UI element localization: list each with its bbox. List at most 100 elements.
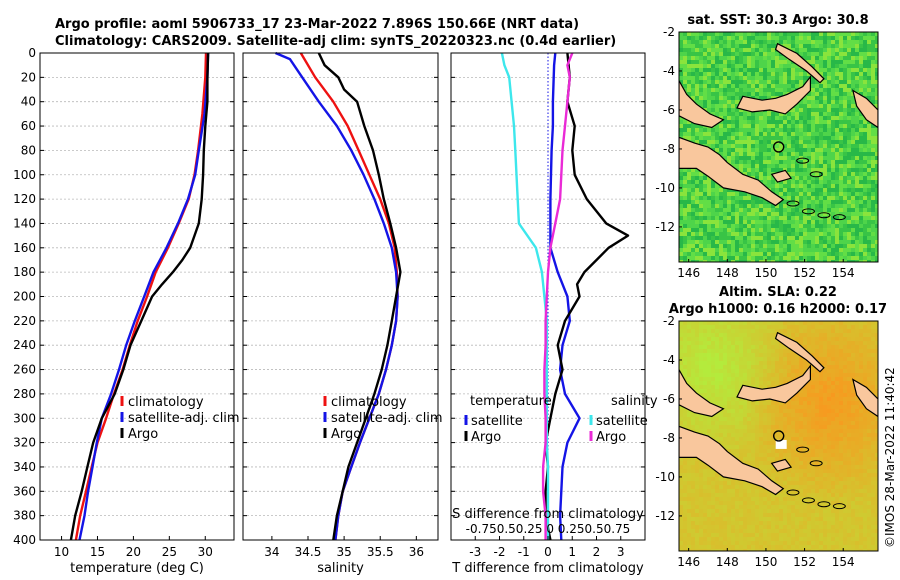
x-tick-label: 35 xyxy=(336,545,351,559)
x-tick-label: -2 xyxy=(494,545,506,559)
legend-label: climatology xyxy=(331,395,407,410)
x2-axis-label: S difference from climatology xyxy=(452,507,644,522)
x-tick-label: 2 xyxy=(593,545,601,559)
y-tick-label: 380 xyxy=(13,509,36,523)
legend-label: satellite-adj. clim xyxy=(128,411,240,426)
map-panels: 146 148 150 152 154 -2 -4 -6 -8 -10 -12 sat. SST: 3… xyxy=(655,13,887,569)
x-tick-label: 152 xyxy=(793,555,816,569)
y-tick-label: -12 xyxy=(655,220,675,234)
x-tick-label: 25 xyxy=(162,545,177,559)
island-outline xyxy=(796,157,810,164)
x-tick-label: 10 xyxy=(54,545,69,559)
series-line-satellite-adj-clim xyxy=(275,51,399,541)
profile-panel-salinity: 34 34.5 35 35.5 36 salinity climatologysatelli… xyxy=(242,51,443,576)
title-line-1: Argo profile: aoml 5906733_17 23-Mar-202… xyxy=(55,17,579,32)
x-tick-label: 20 xyxy=(126,545,141,559)
land-mass xyxy=(774,331,825,373)
profile-location-marker xyxy=(772,141,785,153)
y-tick-label: 100 xyxy=(13,168,36,182)
map-panel-sst: 146 148 150 152 154 -2 -4 -6 -8 -10 -12 sat. SST: 3… xyxy=(655,13,879,280)
x-tick-label: 150 xyxy=(754,266,777,280)
land-mass xyxy=(736,75,812,115)
legend-label: satellite xyxy=(471,414,523,429)
y-tick-label: 140 xyxy=(13,216,36,230)
y-tick-label: -6 xyxy=(663,103,675,117)
profile-panel-difference-from-climatology: -3 -2 -1 0 1 2 3 T difference from climatology t… xyxy=(450,52,658,576)
land-mass xyxy=(679,425,785,496)
map-field xyxy=(679,321,878,551)
y-tick-label: -2 xyxy=(663,25,675,39)
x-tick-label: 154 xyxy=(832,555,855,569)
legend-label: Argo xyxy=(596,430,626,445)
y-tick-label: 120 xyxy=(13,192,36,206)
map-panel-sla: 146 148 150 152 154 -2 -4 -6 -8 -10 -12 Altim. SLA:… xyxy=(655,285,887,569)
sla-map-title: Altim. SLA: 0.22 xyxy=(719,285,837,300)
legend-label: Argo xyxy=(471,430,501,445)
y-tick-label: 280 xyxy=(13,387,36,401)
y-tick-label: 320 xyxy=(13,436,36,450)
series-line-s-satellite xyxy=(500,52,550,540)
island-outline xyxy=(786,200,800,207)
x-axis-label: temperature (deg C) xyxy=(70,561,204,576)
land-mass xyxy=(679,136,785,207)
x-tick-label: 15 xyxy=(90,545,105,559)
island-outline xyxy=(832,503,846,510)
x-tick-label: 146 xyxy=(677,555,700,569)
legend-label: climatology xyxy=(128,395,204,410)
x-tick-label: 148 xyxy=(716,266,739,280)
x2-tick-labels: -0.750.50.25 0 0.250.50.75 xyxy=(466,522,631,536)
island-outline xyxy=(817,501,831,508)
island-outline xyxy=(809,460,823,467)
land-mass xyxy=(770,169,793,183)
x-tick-label: 150 xyxy=(754,555,777,569)
y-tick-label: 40 xyxy=(21,95,36,109)
y-tick-label: 340 xyxy=(13,460,36,474)
land-mass xyxy=(736,364,812,404)
series-line-argo xyxy=(317,52,402,541)
island-outline xyxy=(809,171,823,178)
island-outline xyxy=(796,446,810,453)
sst-map-title: sat. SST: 30.3 Argo: 30.8 xyxy=(687,13,868,28)
x-tick-label: 0 xyxy=(544,545,552,559)
island-outline xyxy=(786,489,800,496)
y-tick-label: 60 xyxy=(21,119,36,133)
legend-label: Argo xyxy=(331,427,361,442)
land-mass xyxy=(851,89,878,129)
y-tick-label: -10 xyxy=(655,181,675,195)
series-line-s-argo xyxy=(541,52,574,540)
y-tick-label: 260 xyxy=(13,363,36,377)
y-tick-label: -8 xyxy=(663,431,675,445)
x-tick-label: -3 xyxy=(469,545,481,559)
map-field xyxy=(679,32,878,262)
legend-title-temperature: temperature xyxy=(470,394,552,409)
x-tick-label: 1 xyxy=(568,545,576,559)
land-mass xyxy=(679,368,725,418)
land-mass xyxy=(679,79,725,129)
y-tick-label: -2 xyxy=(663,314,675,328)
y-tick-label: 0 xyxy=(28,46,36,60)
y-tick-label: 240 xyxy=(13,338,36,352)
land-mass xyxy=(851,378,878,418)
map-frame xyxy=(678,320,879,552)
x-tick-label: 148 xyxy=(716,555,739,569)
y-tick-label: -4 xyxy=(663,64,675,78)
profile-plots: 0204060801001201401601802002202402602803… xyxy=(13,46,658,576)
series-line-t-satellite xyxy=(549,52,581,541)
y-tick-label: -10 xyxy=(655,470,675,484)
x-tick-label: 30 xyxy=(198,545,213,559)
y-tick-label: 300 xyxy=(13,411,36,425)
y-tick-label: -6 xyxy=(663,392,675,406)
series-line-argo xyxy=(69,52,210,541)
imos-timestamp: ©IMOS 28-Mar-2022 11:40:42 xyxy=(883,367,897,548)
x-tick-label: 34.5 xyxy=(295,545,322,559)
y-tick-label: 360 xyxy=(13,484,36,498)
y-tick-label: 160 xyxy=(13,241,36,255)
x-tick-label: 154 xyxy=(832,266,855,280)
series-line-satellite-adj-clim xyxy=(78,52,210,541)
y-tick-label: -8 xyxy=(663,142,675,156)
y-tick-label: 80 xyxy=(21,143,36,157)
x-tick-label: 3 xyxy=(617,545,625,559)
x-tick-label: 36 xyxy=(409,545,424,559)
profile-location-marker xyxy=(772,430,785,442)
title-line-2: Climatology: CARS2009. Satellite-adj cli… xyxy=(55,34,616,49)
